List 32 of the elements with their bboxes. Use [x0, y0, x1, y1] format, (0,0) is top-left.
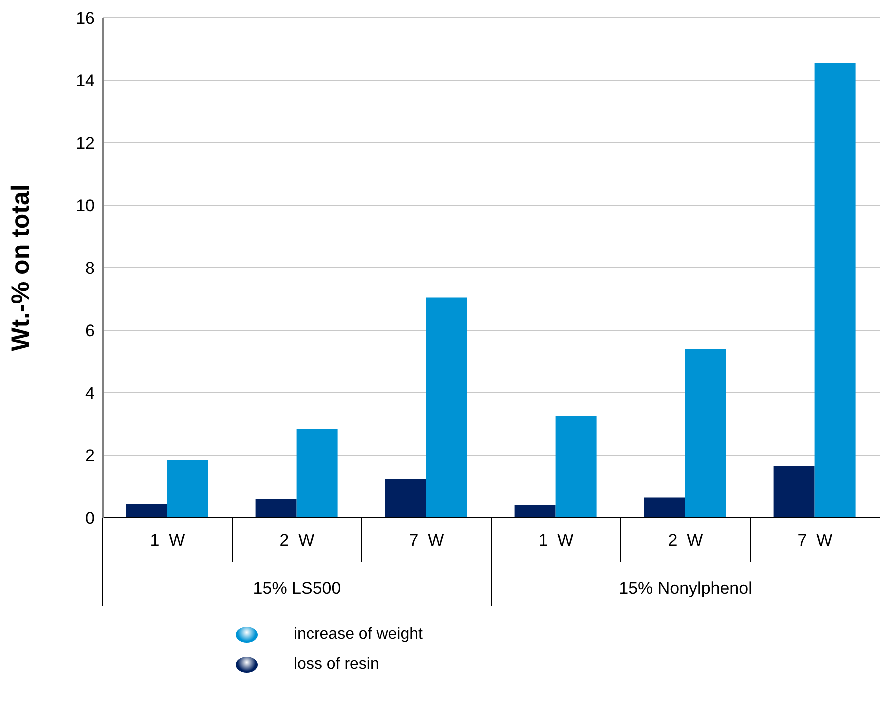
y-axis-title: Wt.-% on total: [6, 184, 35, 352]
bar: [774, 466, 815, 518]
y-tick-label: 8: [86, 259, 95, 278]
bar: [256, 499, 297, 518]
bar: [814, 63, 856, 518]
bar: [385, 478, 426, 518]
bar: [426, 298, 468, 518]
bar: [296, 428, 338, 518]
y-tick-label: 10: [76, 196, 95, 216]
y-tick-label: 14: [76, 72, 95, 91]
y-tick-label: 12: [76, 134, 95, 154]
x-tick-label: 1 W: [150, 531, 186, 550]
legend-label: loss of resin: [294, 656, 380, 674]
y-tick-label: 16: [76, 9, 95, 28]
y-tick-label: 6: [86, 322, 95, 341]
y-tick-label: 4: [86, 384, 95, 404]
bar: [644, 498, 686, 518]
x-tick-label: 7 W: [409, 531, 444, 550]
legend-label: increase of weight: [294, 626, 423, 644]
bar: [167, 460, 208, 518]
bar: [514, 506, 556, 518]
y-tick-label: 2: [86, 446, 95, 466]
x-tick-label: 1 W: [538, 531, 574, 550]
bar: [685, 349, 726, 518]
x-tick-label: 2 W: [280, 531, 315, 550]
bar: [556, 416, 597, 518]
y-tick-label: 0: [86, 509, 95, 528]
text: 15% LS500: [253, 579, 342, 598]
x-tick-label: 2 W: [668, 531, 704, 550]
x-tick-label: 7 W: [798, 531, 833, 550]
text: 15% Nonylphenol: [619, 579, 752, 598]
bar: [126, 504, 168, 518]
